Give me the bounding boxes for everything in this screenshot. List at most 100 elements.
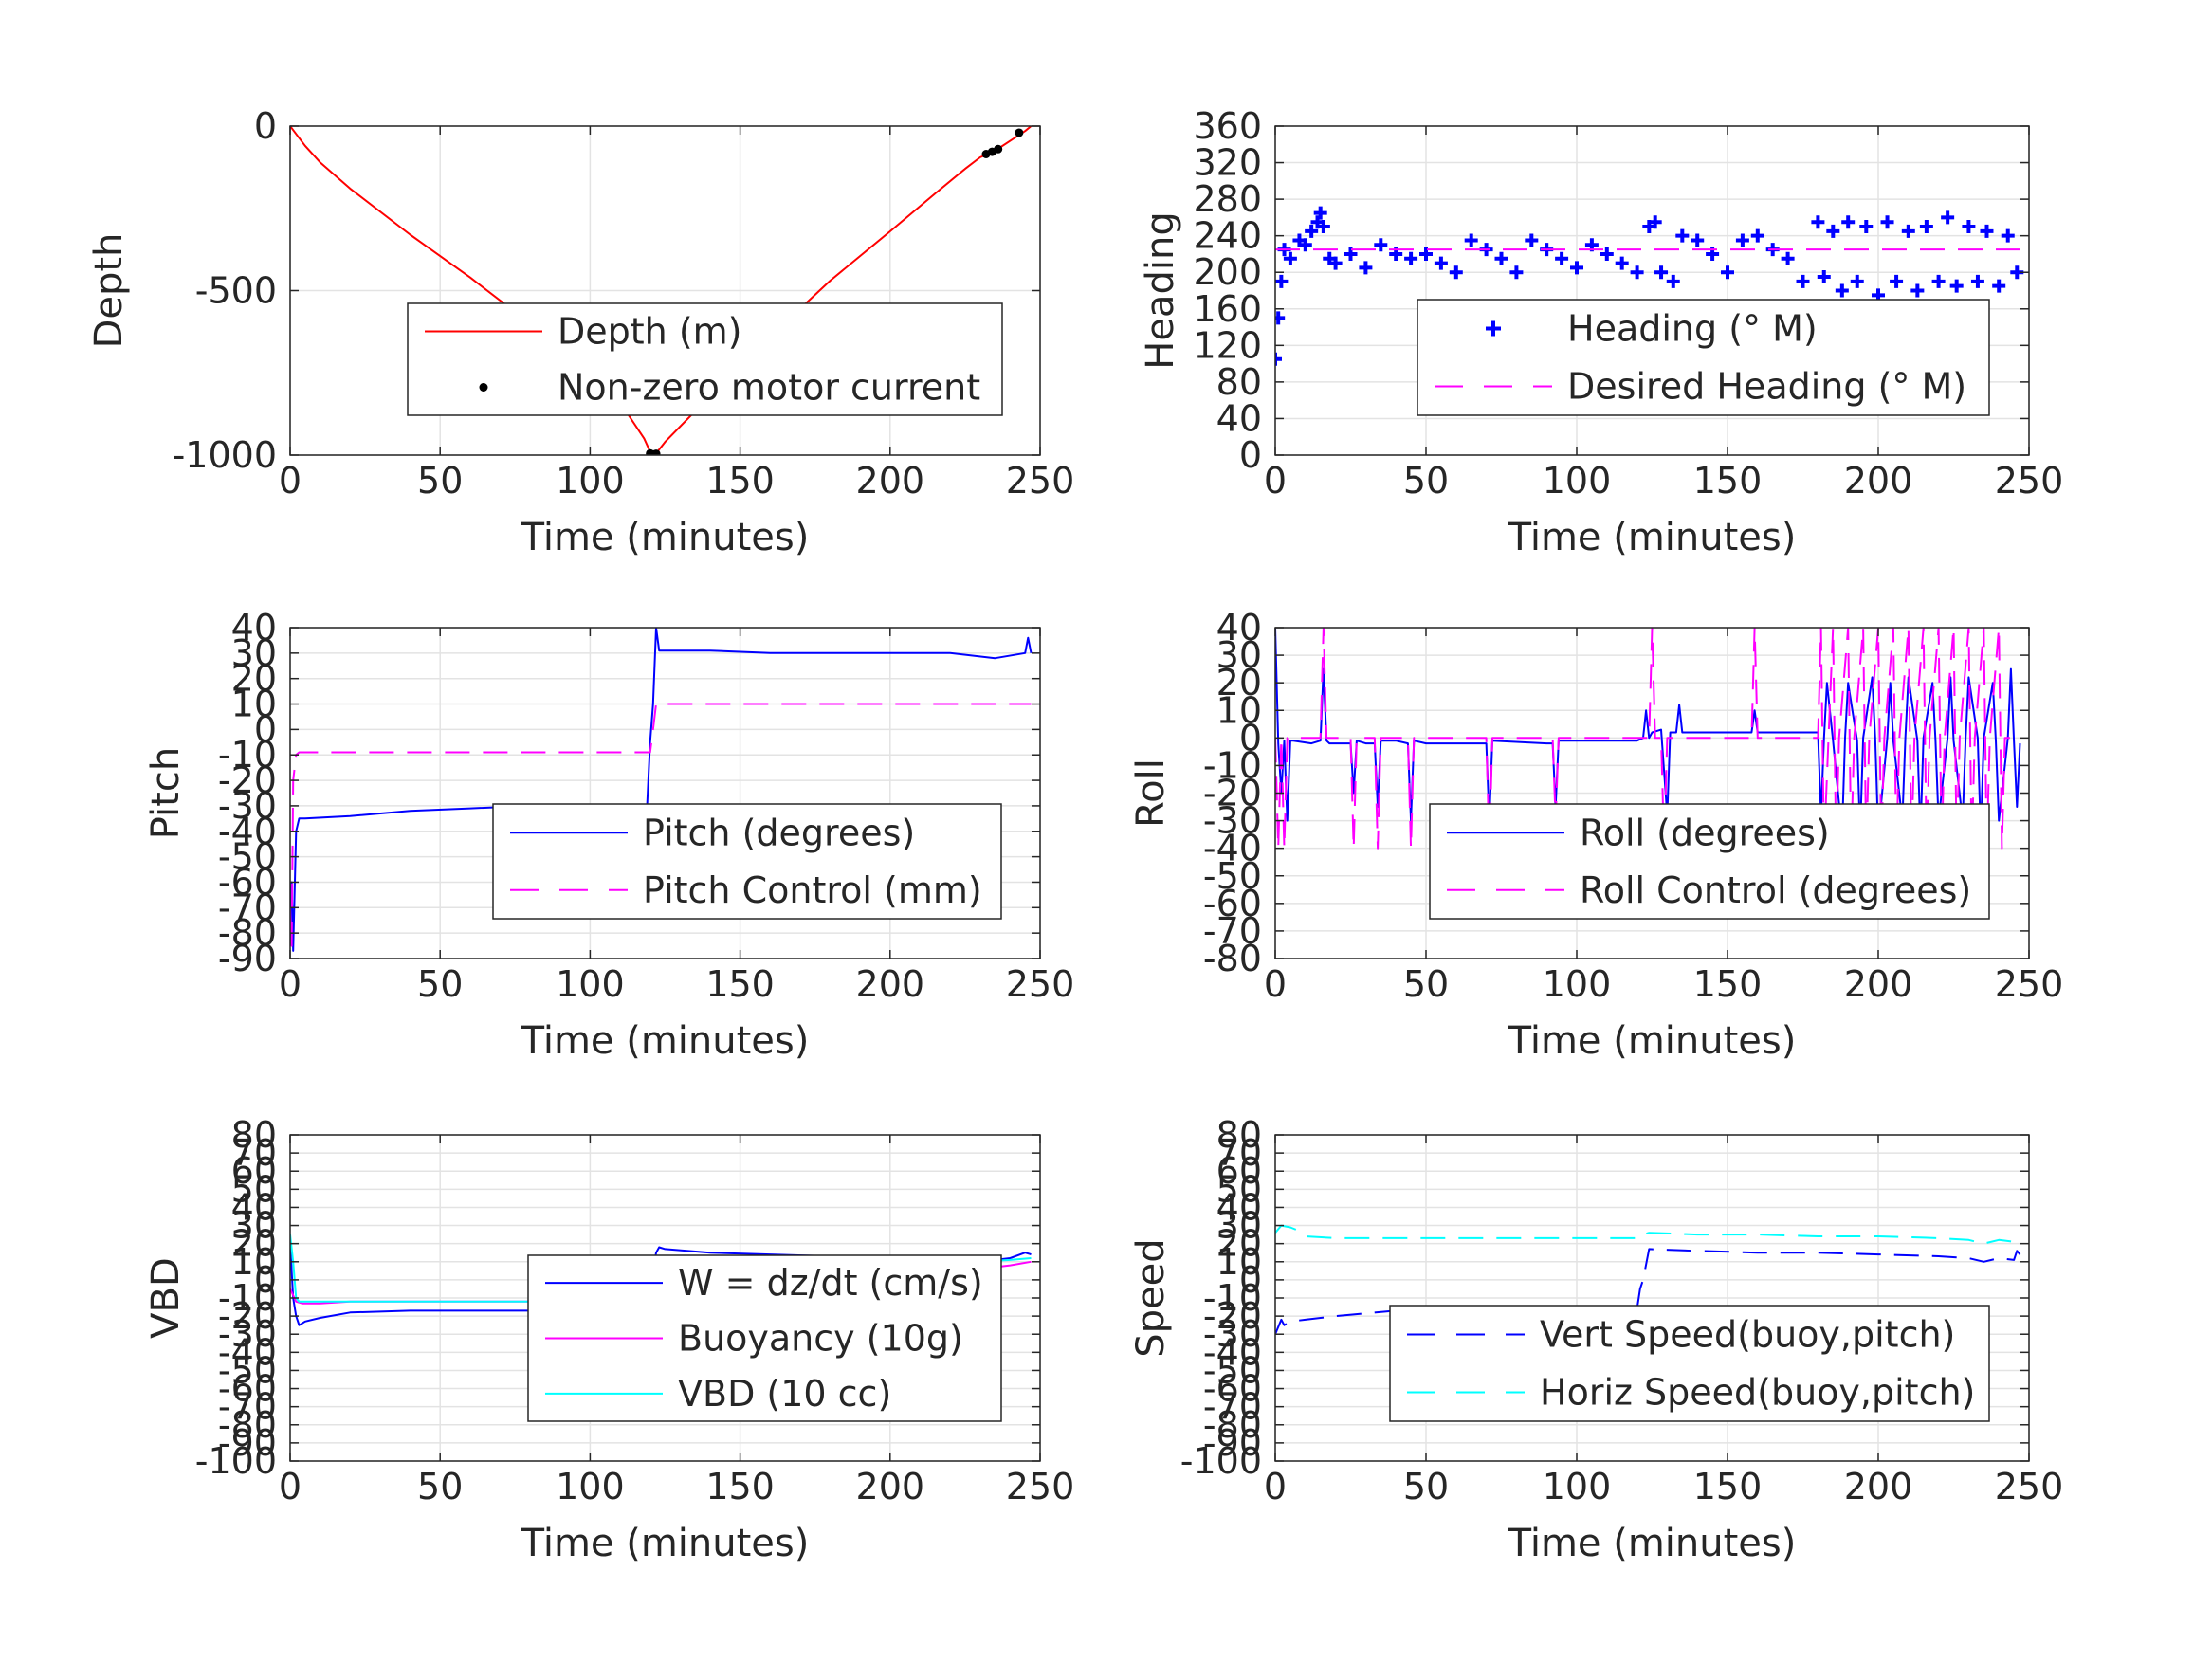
- data-point: [1721, 265, 1734, 280]
- data-point: [1735, 233, 1749, 247]
- y-tick-label: -1000: [173, 434, 277, 476]
- data-point: [1328, 256, 1343, 270]
- y-tick-label: -80: [218, 912, 277, 954]
- y-tick-label: 200: [1193, 251, 1262, 293]
- x-tick-label: 0: [279, 963, 302, 1005]
- y-tick-label: -60: [1203, 883, 1262, 924]
- data-point: [651, 449, 661, 455]
- y-tick-label: 20: [231, 658, 277, 700]
- y-tick-label: -90: [1203, 1422, 1262, 1464]
- data-point: [1890, 274, 1904, 288]
- y-tick-label: -30: [218, 785, 277, 827]
- y-tick-label: -50: [1203, 1349, 1262, 1391]
- y-tick-label: 60: [1216, 1150, 1262, 1192]
- x-tick-label: 0: [279, 1466, 302, 1508]
- data-point: [1630, 265, 1644, 280]
- y-axis-label: Roll: [1129, 758, 1173, 828]
- y-tick-label: 320: [1193, 142, 1262, 184]
- chart-speed: 0 50 100 150 200 250-100-90-80-70-60-50-40-30…: [1129, 1114, 2063, 1565]
- y-tick-label: 50: [231, 1168, 277, 1210]
- y-tick-label: 10: [1216, 689, 1262, 731]
- data-point: [1344, 247, 1358, 261]
- data-point: [994, 144, 1003, 154]
- y-tick-label: 40: [231, 1186, 277, 1228]
- data-layer: [1275, 1224, 2021, 1335]
- data-point: [1817, 270, 1831, 284]
- data-point: [1275, 311, 1286, 325]
- x-axis-label: Time (minutes): [1508, 1019, 1797, 1063]
- axes-box: [1274, 125, 2030, 456]
- data-point: [1910, 283, 1925, 298]
- legend-label: Pitch Control (mm): [643, 869, 982, 911]
- y-axis-label: Depth: [87, 233, 131, 349]
- y-tick-label: -60: [218, 861, 277, 903]
- data-point: [1880, 215, 1894, 229]
- data-point: [1525, 233, 1539, 247]
- legend-label: Non-zero motor current: [558, 367, 980, 409]
- data-point: [1666, 274, 1680, 288]
- y-tick-label: -50: [218, 836, 277, 878]
- data-point: [1796, 274, 1810, 288]
- x-tick-label: 100: [556, 963, 625, 1005]
- x-tick-label: 100: [1543, 1466, 1612, 1508]
- data-point: [1275, 274, 1289, 288]
- data-point: [1691, 233, 1705, 247]
- x-tick-label: 250: [1995, 460, 2064, 502]
- y-tick-label: -20: [1203, 773, 1262, 814]
- legend-label: Horiz Speed(buoy,pitch): [1540, 1372, 1975, 1414]
- data-point: [1464, 233, 1478, 247]
- y-tick-label: 240: [1193, 215, 1262, 257]
- legend-label: Roll (degrees): [1580, 812, 1830, 853]
- y-axis-label: Pitch: [144, 747, 188, 839]
- data-layer: [290, 628, 1033, 952]
- y-tick-label: -20: [1203, 1295, 1262, 1337]
- series-line-pitch-0: [290, 628, 1033, 952]
- x-tick-label: 100: [1543, 460, 1612, 502]
- x-tick-label: 250: [1006, 963, 1075, 1005]
- y-tick-label: -70: [1203, 910, 1262, 952]
- y-tick-label: 0: [254, 105, 277, 147]
- data-point: [2001, 228, 2015, 243]
- y-tick-label: -10: [1203, 744, 1262, 786]
- chart-vbd: 0 50 100 150 200 250-100-90-80-70-60-50-40-30…: [144, 1114, 1074, 1565]
- data-point: [1419, 247, 1433, 261]
- x-tick-label: 250: [1995, 963, 2064, 1005]
- y-tick-label: -10: [218, 1277, 277, 1319]
- y-tick-label: 10: [231, 684, 277, 725]
- y-tick-label: 80: [231, 1114, 277, 1156]
- x-tick-label: 50: [417, 963, 463, 1005]
- data-point: [1931, 274, 1946, 288]
- y-tick-label: 360: [1193, 105, 1262, 147]
- y-tick-label: -90: [218, 1422, 277, 1464]
- data-point: [1015, 128, 1024, 137]
- data-point: [1313, 206, 1327, 220]
- x-tick-label: 150: [705, 460, 775, 502]
- legend: Heading (° M) Desired Heading (° M): [1417, 299, 1990, 416]
- y-tick-label: 30: [231, 632, 277, 674]
- data-point: [1835, 283, 1849, 298]
- y-tick-label: -10: [1203, 1277, 1262, 1319]
- series-line-speed-0: [1275, 1248, 2021, 1335]
- data-point: [1841, 215, 1856, 229]
- y-tick-label: 50: [1216, 1168, 1262, 1210]
- legend-label: Pitch (degrees): [643, 812, 915, 853]
- y-tick-label: 0: [1239, 434, 1262, 476]
- data-point: [1509, 265, 1524, 280]
- y-tick-label: -100: [195, 1440, 277, 1482]
- y-tick-label: 80: [1216, 1114, 1262, 1156]
- data-point: [1600, 247, 1614, 261]
- y-tick-label: -30: [1203, 800, 1262, 842]
- legend-label: W = dz/dt (cm/s): [678, 1262, 983, 1304]
- data-point: [1654, 265, 1669, 280]
- data-point: [1555, 251, 1569, 265]
- y-tick-label: -20: [218, 1295, 277, 1337]
- y-tick-label: -70: [218, 886, 277, 928]
- x-tick-label: 200: [856, 460, 925, 502]
- axes-box: [289, 627, 1041, 959]
- data-point: [1850, 274, 1864, 288]
- y-tick-label: -40: [1203, 828, 1262, 869]
- data-point: [1298, 238, 1312, 252]
- y-tick-label: -70: [1203, 1386, 1262, 1428]
